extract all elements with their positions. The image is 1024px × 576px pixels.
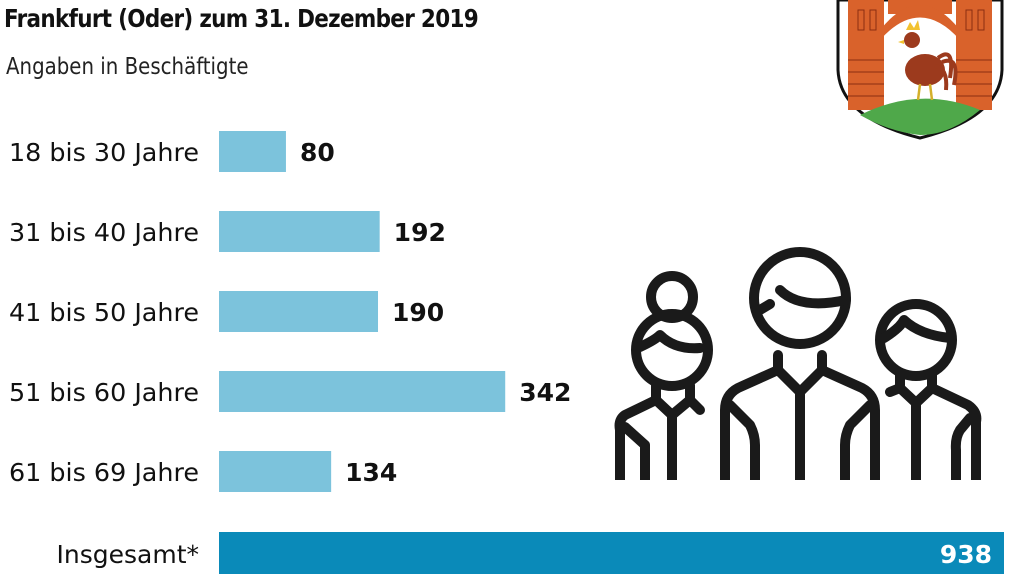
value-label: 80 [300,138,335,167]
category-label: 41 bis 50 Jahre [9,298,199,327]
bar [219,131,286,172]
chart-title: Frankfurt (Oder) zum 31. Dezember 2019 [4,4,479,33]
value-label: 342 [519,378,571,407]
bar [219,451,332,492]
category-label: 18 bis 30 Jahre [9,138,199,167]
category-label: 31 bis 40 Jahre [9,218,199,247]
chart-subtitle: Angaben in Beschäftigte [6,54,249,80]
people-group-icon [614,247,982,480]
total-value-label: 938 [940,540,992,569]
value-label: 192 [394,218,446,247]
value-label: 190 [392,298,444,327]
bar [219,211,380,252]
bar [219,371,506,412]
bar [219,291,379,332]
value-label: 134 [345,458,397,487]
coat-of-arms-icon [836,0,1004,140]
total-bar [219,532,1004,574]
total-label: Insgesamt* [57,540,200,569]
category-label: 51 bis 60 Jahre [9,378,199,407]
category-label: 61 bis 69 Jahre [9,458,199,487]
